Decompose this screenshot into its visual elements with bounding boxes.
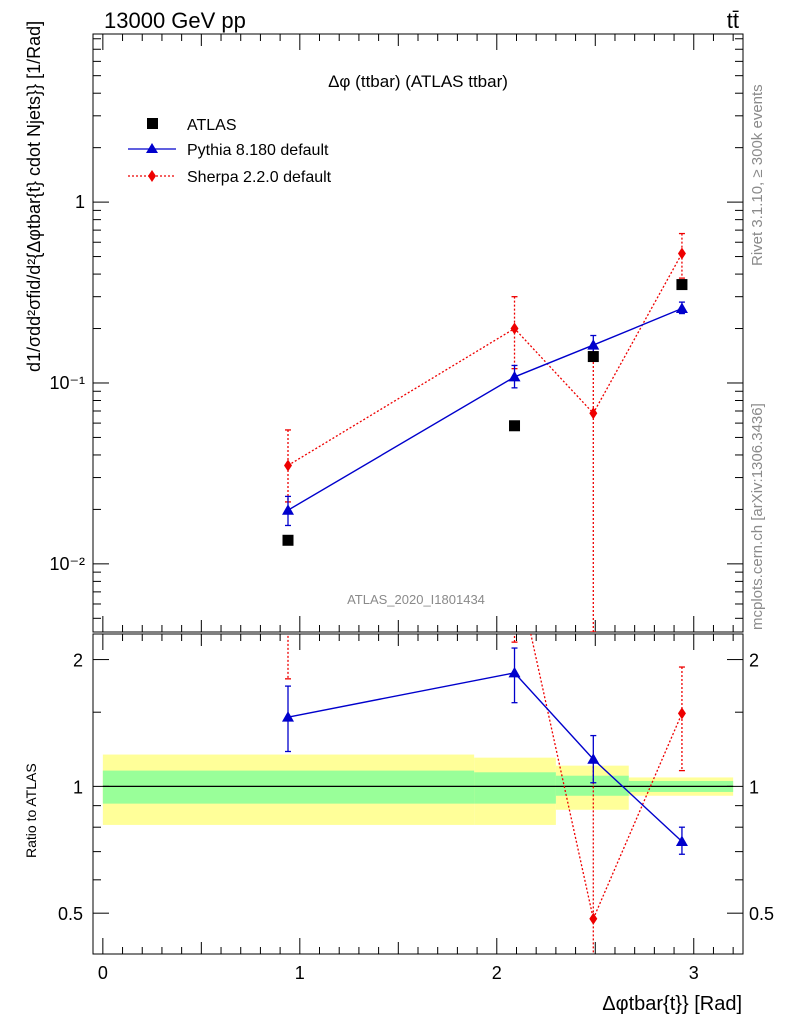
sherpa-point (510, 322, 519, 335)
x-tick-label: 0 (98, 963, 108, 983)
pythia-ratio-point (508, 666, 521, 678)
pythia-ratio-line (287, 672, 683, 842)
ratio-y-tick-label: 0.5 (58, 904, 83, 924)
process-label: tt̄ (727, 8, 739, 33)
legend-atlas-marker (147, 118, 158, 129)
plot-title: Δφ (ttbar) (ATLAS ttbar) (328, 72, 508, 91)
pythia-line (287, 307, 683, 511)
ratio-y-tick-label-right: 0.5 (749, 904, 774, 924)
pythia-point (508, 370, 521, 382)
main-plot-panel: Δφ (ttbar) (ATLAS ttbar) ATLAS_2020_I180… (24, 21, 744, 633)
rivet-version-label: Rivet 3.1.10, ≥ 300k events (749, 84, 766, 266)
pythia-ratio-point (675, 835, 688, 846)
atlas-point (587, 351, 599, 363)
sherpa-ratio-point (511, 554, 519, 566)
x-axis-label: Δφtbar{t}} [Rad] (602, 993, 742, 1015)
legend-entry-pythia: Pythia 8.180 default (128, 142, 329, 159)
ratio-y-tick-label: 2 (73, 651, 83, 671)
uncertainty-band-inner (102, 770, 475, 804)
pythia-ratio-point (587, 753, 600, 764)
sherpa-point (677, 247, 686, 260)
ratio-y-tick-label-right: 2 (749, 651, 759, 671)
sherpa-point (284, 459, 292, 472)
ratio-y-axis-label: Ratio to ATLAS (23, 763, 39, 858)
sherpa-point (589, 407, 598, 420)
pythia-ratio-point (282, 711, 294, 722)
main-y-axis-label: d1/σdd²σfid/d²{Δφtbar{t} cdot Njets}} [1… (24, 21, 44, 372)
legend-atlas-label: ATLAS (187, 117, 237, 134)
legend-pythia-label: Pythia 8.180 default (187, 142, 329, 159)
pythia-point (587, 339, 600, 350)
legend-entry-sherpa: Sherpa 2.2.0 default (128, 169, 332, 186)
x-axis: 0 1 2 3 (98, 963, 699, 983)
legend-pythia-marker (146, 143, 158, 153)
legend: ATLAS Pythia 8.180 default Sherpa 2.2.0 … (128, 117, 332, 186)
atlas-point (282, 534, 294, 546)
x-tick-label: 3 (689, 963, 699, 983)
pythia-point (282, 504, 294, 515)
legend-sherpa-label: Sherpa 2.2.0 default (187, 169, 332, 186)
uncertainty-band-inner (474, 772, 556, 804)
sherpa-ratio-point (589, 912, 598, 925)
ratio-plot-panel: Ratio to ATLAS 0.5 0.5 1 1 2 2 (23, 554, 774, 955)
ratio-y-tick-label-right: 1 (749, 777, 759, 797)
analysis-watermark: ATLAS_2020_I1801434 (347, 592, 485, 607)
sherpa-ratio-line (530, 634, 683, 921)
atlas-point (676, 279, 688, 291)
atlas-point (509, 420, 521, 432)
sherpa-ratio-point (677, 707, 686, 720)
sherpa-ratio-point (284, 606, 292, 618)
ratio-y-tick-label: 1 (73, 777, 83, 797)
x-tick-label: 1 (295, 963, 305, 983)
y-tick-label: 1 (75, 192, 85, 212)
y-tick-label: 10⁻¹ (49, 373, 85, 393)
mcplots-label: mcplots.cern.ch [arXiv:1306.3436] (749, 403, 766, 630)
legend-sherpa-marker (148, 170, 156, 182)
uncertainty-band-inner (555, 775, 629, 796)
pythia-point (675, 302, 688, 314)
legend-entry-atlas: ATLAS (147, 117, 237, 134)
y-tick-label: 10⁻² (49, 554, 85, 574)
x-tick-label: 2 (492, 963, 502, 983)
sherpa-line (287, 253, 683, 467)
energy-label: 13000 GeV pp (104, 8, 246, 33)
